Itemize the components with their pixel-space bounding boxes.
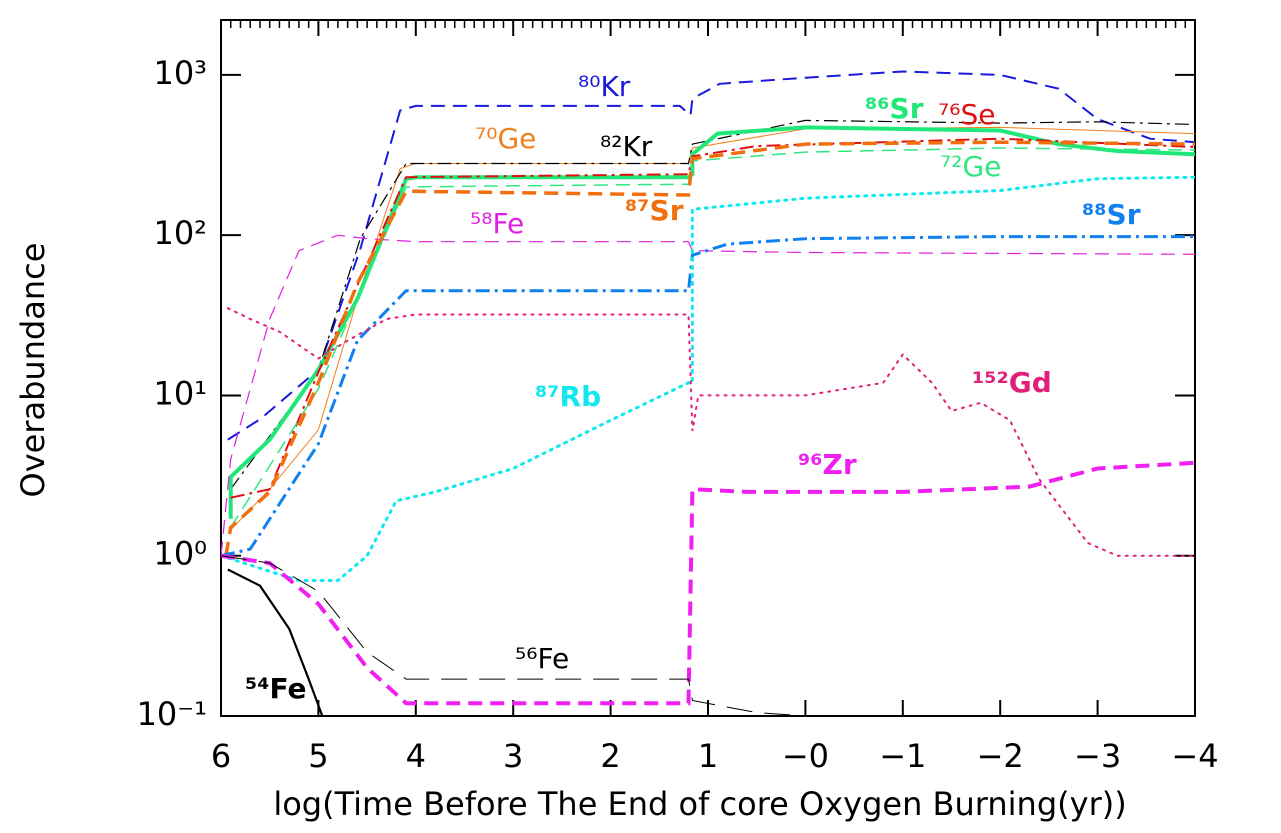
series-label: ⁹⁶Zr (798, 448, 857, 481)
y-tick-label: 10⁻¹ (137, 695, 207, 733)
series-line (221, 460, 1195, 706)
series-label: ⁸²Kr (600, 130, 653, 163)
series-line (224, 140, 1195, 556)
series-label: ⁸⁶Sr (865, 92, 924, 125)
x-axis-label: log(Time Before The End of core Oxygen B… (273, 785, 1126, 823)
x-tick-label: −0 (782, 737, 829, 775)
series-line (230, 126, 1195, 531)
x-tick-label: −3 (1074, 737, 1121, 775)
y-tick-label: 10⁰ (153, 535, 207, 573)
series-label: ⁷⁶Se (938, 98, 995, 131)
series-line (221, 234, 1195, 556)
series-label: ⁵⁸Fe (470, 207, 524, 240)
series-line (221, 555, 1195, 716)
x-tick-label: 3 (503, 737, 523, 775)
series-line (230, 147, 1195, 528)
x-tick-label: −4 (1171, 737, 1218, 775)
x-tick-label: 5 (308, 737, 328, 775)
y-tick-label: 10² (153, 214, 207, 252)
y-tick-label: 10¹ (153, 374, 207, 412)
x-tick-label: 2 (600, 737, 620, 775)
series-label: ⁸⁷Sr (625, 194, 684, 227)
x-tick-label: 4 (406, 737, 426, 775)
y-axis-label: Overabundance (14, 243, 52, 498)
series-label: ⁷⁰Ge (475, 122, 536, 155)
plot-frame (220, 19, 1196, 717)
x-tick-label: 1 (698, 737, 718, 775)
series-label: ⁵⁴Fe (245, 672, 307, 705)
x-tick-label: 6 (211, 737, 231, 775)
series-line (227, 568, 324, 716)
series-label: ⁷²Ge (940, 150, 1001, 183)
x-tick-label: −2 (977, 737, 1024, 775)
series-label: ⁸⁷Rb (535, 380, 601, 413)
series-line (230, 137, 1195, 499)
series-label: ⁸⁸Sr (1082, 198, 1141, 231)
series-line (227, 70, 1195, 441)
lines (221, 70, 1195, 716)
series-label: ⁸⁰Kr (578, 70, 631, 103)
series-label: ¹⁵²Gd (972, 366, 1052, 399)
x-tick-label: −1 (879, 737, 926, 775)
series-label: ⁵⁶Fe (515, 642, 569, 675)
y-tick-label: 10³ (153, 54, 207, 92)
series-line (226, 307, 1195, 557)
series-line (230, 119, 1195, 490)
